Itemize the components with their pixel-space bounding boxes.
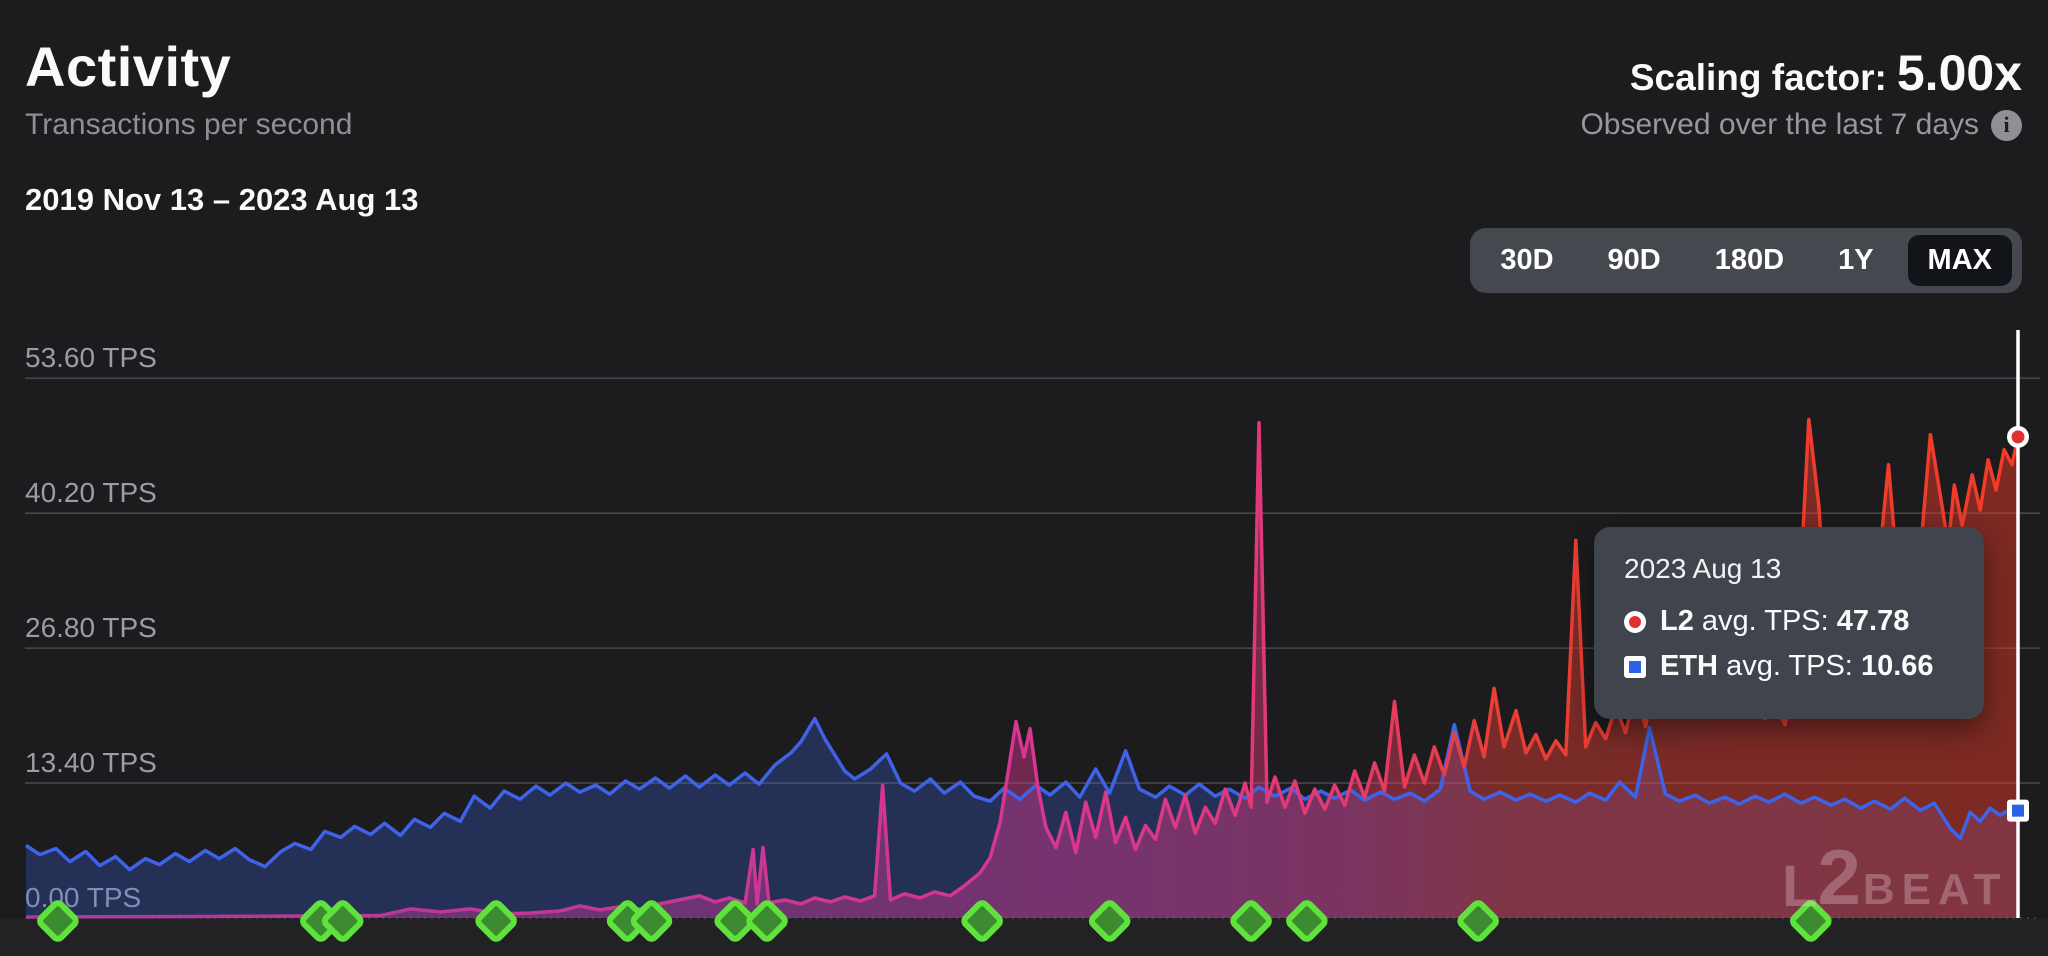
range-option-30d[interactable]: 30D [1500,244,1554,276]
tooltip-date: 2023 Aug 13 [1624,553,1782,584]
milestone-diamond[interactable] [1286,900,1328,942]
observed-note-text: Observed over the last 7 days [1580,108,1979,141]
chart-tooltip: 2023 Aug 13 L2 avg. TPS: 47.78 ETH avg. … [1594,527,1984,719]
milestone-diamond[interactable] [1457,900,1499,942]
observed-note: Observed over the last 7 days i [1580,108,2022,142]
range-option-180d[interactable]: 180D [1714,244,1785,276]
date-range-label: 2019 Nov 13 – 2023 Aug 13 [25,182,419,217]
milestone-diamond[interactable] [1088,900,1131,942]
milestone-diamond[interactable] [1790,900,1832,942]
y-axis-tick-label: 40.20 TPS [25,477,157,508]
info-icon[interactable]: i [1991,109,2022,141]
tooltip-row-l2: L2 avg. TPS: 47.78 [1624,605,1954,638]
scaling-factor-value: 5.00x [1896,45,2022,101]
page-subtitle: Transactions per second [25,108,353,141]
milestone-diamond[interactable] [475,900,517,942]
milestone-diamond[interactable] [37,900,79,942]
milestone-diamond[interactable] [322,900,364,942]
eth-tps-line [25,716,2019,872]
milestone-diamond[interactable] [961,900,1003,942]
y-axis-tick-label: 13.40 TPS [25,747,157,778]
crosshair-eth-marker-dot [2012,804,2024,817]
l2beat-watermark: L 2 BEAT [1782,833,2008,921]
range-option-max[interactable]: MAX [1907,235,2012,286]
range-option-1y[interactable]: 1Y [1838,244,1874,276]
tooltip-row-eth: ETH avg. TPS: 10.66 [1624,650,1954,683]
scaling-factor-label: Scaling factor: [1629,57,1887,98]
range-option-90d[interactable]: 90D [1607,244,1661,276]
milestone-diamond[interactable] [1230,900,1272,942]
milestone-diamond[interactable] [714,900,756,942]
time-range-selector: 30D 90D 180D 1Y MAX [1470,228,2022,293]
page-title: Activity [25,35,232,98]
milestone-diamond[interactable] [746,900,788,942]
milestone-diamond[interactable] [630,900,673,942]
y-axis-tick-label: 53.60 TPS [25,342,157,373]
y-axis-tick-label: 0.00 TPS [25,882,141,913]
l2-series-icon [1624,610,1646,633]
eth-series-icon [1624,655,1646,678]
y-axis-tick-label: 26.80 TPS [25,612,157,643]
crosshair-l2-marker-dot [2011,430,2025,444]
scaling-factor: Scaling factor: 5.00x [1630,44,2022,102]
l2-area-fill [26,419,2018,918]
